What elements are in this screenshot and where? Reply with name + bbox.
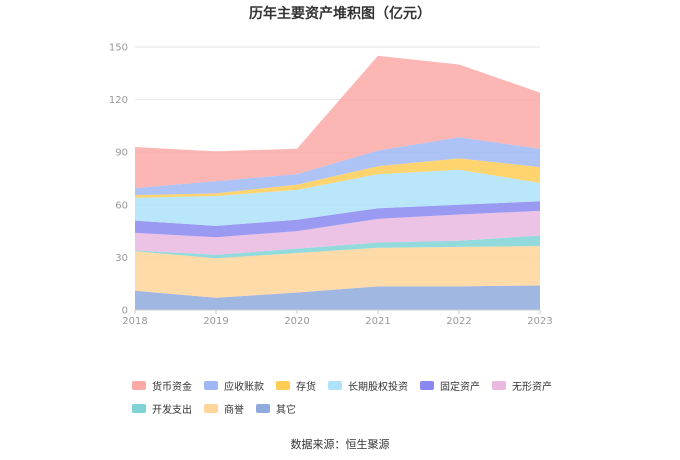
legend-swatch [492, 381, 506, 390]
x-tick-label: 2023 [527, 316, 552, 327]
legend-label: 存货 [296, 382, 316, 393]
y-tick-label: 90 [115, 148, 128, 159]
area-series-2[interactable] [135, 235, 540, 259]
legend-item[interactable]: 货币资金 [132, 378, 192, 393]
x-tick-label: 2022 [446, 316, 471, 327]
area-series-4[interactable] [135, 201, 540, 238]
chart-title: 历年主要资产堆积图（亿元） [249, 6, 431, 22]
area-series-7[interactable] [135, 137, 540, 196]
legend: 货币资金 应收账款 存货 长期股权投资 固定资产 无形资产开发支出 商誉 其它 [132, 378, 592, 424]
legend-swatch [132, 404, 146, 413]
area-series-6[interactable] [135, 158, 540, 198]
area-series-3[interactable] [135, 210, 540, 255]
legend-label: 固定资产 [440, 382, 480, 393]
legend-label: 其它 [276, 405, 296, 416]
legend-item[interactable]: 长期股权投资 [328, 378, 408, 393]
x-tick-label: 2019 [203, 316, 228, 327]
axes: 0 30 60 90 120 150 2018 2019 2020 2021 2022 2023 [109, 43, 553, 328]
x-tick-label: 2020 [284, 316, 309, 327]
data-source: 数据来源：恒生聚源 [290, 438, 390, 451]
legend-item[interactable]: 开发支出 [132, 401, 192, 416]
y-tick-label: 120 [109, 95, 128, 106]
legend-item[interactable]: 应收账款 [204, 378, 264, 393]
legend-label: 无形资产 [512, 382, 552, 393]
legend-item[interactable]: 商誉 [204, 401, 244, 416]
legend-item[interactable]: 其它 [256, 401, 296, 416]
legend-label: 商誉 [224, 405, 244, 416]
area-series-8[interactable] [135, 55, 540, 189]
area-series [135, 55, 540, 310]
legend-swatch [256, 404, 270, 413]
y-tick-label: 150 [109, 43, 128, 54]
y-tick-label: 60 [115, 200, 128, 211]
y-tick-label: 0 [122, 306, 128, 317]
y-tick-label: 30 [115, 253, 128, 264]
legend-item[interactable]: 存货 [276, 378, 316, 393]
area-series-0[interactable] [135, 285, 540, 310]
legend-label: 货币资金 [152, 382, 192, 393]
area-series-1[interactable] [135, 246, 540, 298]
legend-label: 应收账款 [224, 382, 264, 393]
legend-swatch [420, 381, 434, 390]
legend-item[interactable]: 无形资产 [492, 378, 552, 393]
legend-swatch [204, 381, 218, 390]
legend-swatch [328, 381, 342, 390]
legend-item[interactable]: 固定资产 [420, 378, 480, 393]
area-series-5[interactable] [135, 169, 540, 226]
x-tick-label: 2018 [122, 316, 147, 327]
legend-label: 开发支出 [152, 405, 192, 416]
legend-label: 长期股权投资 [348, 382, 408, 393]
x-tick-label: 2021 [365, 316, 390, 327]
stacked-area-chart: 0 30 60 90 120 150 2018 2019 2020 2021 2022 2023 [109, 43, 553, 328]
legend-swatch [132, 381, 146, 390]
legend-swatch [276, 381, 290, 390]
legend-swatch [204, 404, 218, 413]
